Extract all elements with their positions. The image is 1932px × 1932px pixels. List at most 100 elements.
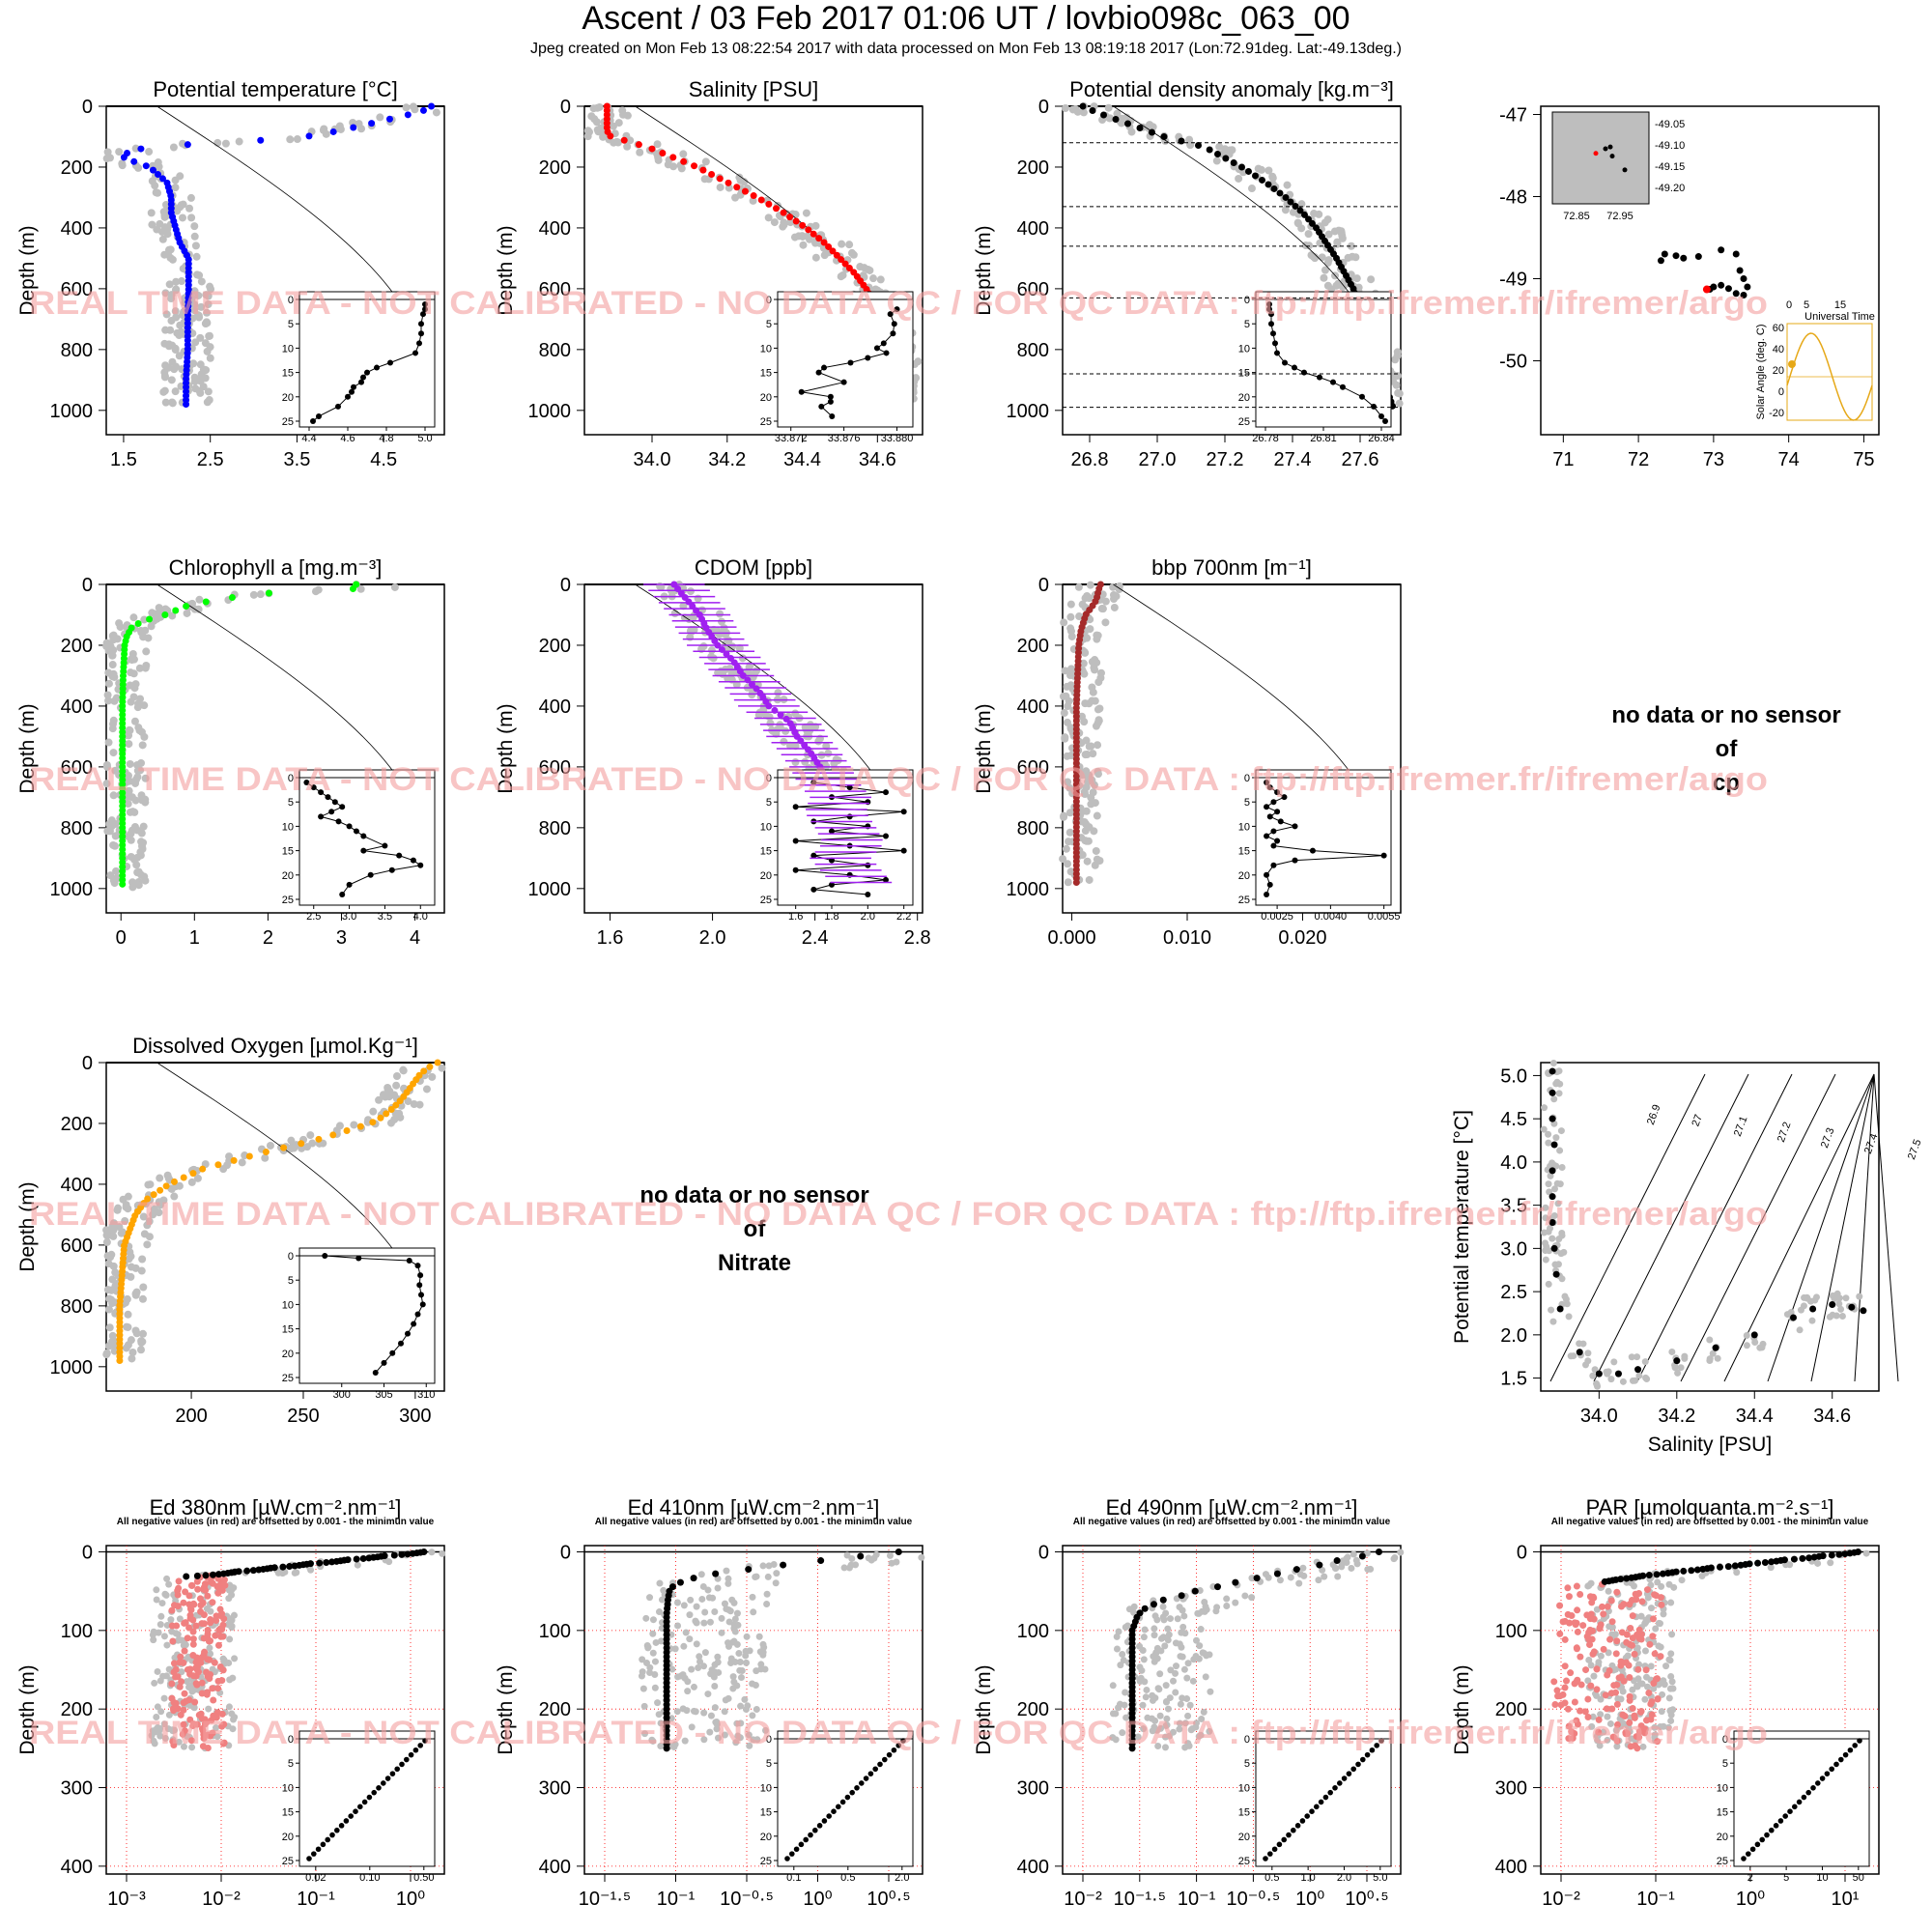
- profile-point: [130, 157, 138, 165]
- historical-point: [595, 102, 604, 111]
- inset-point: [1838, 1756, 1844, 1763]
- historical-point: [1101, 618, 1110, 627]
- historical-point: [191, 242, 200, 250]
- x-tick-label: 10⁻²: [1542, 1889, 1580, 1910]
- historical-point: [642, 1659, 650, 1666]
- inset-point: [1359, 393, 1365, 400]
- historical-point: [1324, 230, 1333, 239]
- historical-point: [168, 611, 177, 620]
- y-tick-label: 200: [1017, 157, 1049, 179]
- historical-point: [806, 235, 814, 243]
- x-tick-label: 72: [1628, 449, 1649, 470]
- isopycnal: [1549, 1073, 1706, 1382]
- historical-point: [824, 749, 833, 757]
- profile-point: [815, 235, 823, 242]
- inset-point: [1309, 847, 1316, 854]
- inset-y-label: 15: [760, 368, 772, 380]
- historical-point: [1065, 809, 1074, 817]
- historical-point: [640, 1702, 648, 1710]
- historical-point: [1064, 860, 1072, 868]
- y-axis-label: Depth (m): [495, 225, 517, 315]
- inset-point: [854, 1785, 860, 1791]
- historical-point: [145, 1233, 154, 1241]
- profile-point: [1270, 185, 1278, 192]
- historical-point: [131, 144, 140, 153]
- profile-point: [368, 120, 376, 128]
- y-tick-label: 600: [1017, 757, 1049, 779]
- historical-point: [773, 1570, 781, 1577]
- negative-point: [1564, 1705, 1572, 1713]
- historical-point: [614, 119, 623, 128]
- inset-y-label: 20: [1238, 870, 1250, 882]
- historical-point: [249, 590, 258, 599]
- negative-point: [1631, 1650, 1638, 1658]
- negative-point: [211, 1659, 218, 1666]
- y-tick-label: 400: [61, 218, 93, 240]
- historical-point: [109, 646, 118, 655]
- negative-point: [1584, 1695, 1592, 1703]
- historical-point: [149, 1210, 157, 1219]
- inset-point: [1787, 1808, 1793, 1814]
- x-tick-label: 0: [116, 927, 127, 949]
- inset-point: [372, 1369, 379, 1376]
- profile-point: [1089, 106, 1096, 114]
- x-tick-label: 26.8: [1071, 449, 1109, 470]
- historical-point: [1835, 1294, 1843, 1302]
- negative-point: [1568, 1612, 1576, 1620]
- historical-point: [306, 1131, 315, 1140]
- watermarks: REAL TIME DATA - NOT CALIBRATED - NO DAT…: [29, 285, 1768, 1751]
- profile-point: [1100, 111, 1107, 119]
- profile-point: [120, 154, 128, 161]
- historical-point: [701, 1649, 709, 1657]
- historical-point: [415, 1100, 424, 1109]
- inset-x-label: 310: [417, 1389, 435, 1401]
- historical-point: [1140, 1634, 1148, 1641]
- historical-point: [104, 668, 113, 677]
- profile-point: [1213, 1583, 1221, 1591]
- negative-point: [214, 1589, 222, 1597]
- inset-point: [1276, 1841, 1283, 1848]
- historical-point: [1397, 1548, 1405, 1556]
- profile-point: [1252, 172, 1259, 180]
- y-tick-label: 300: [61, 1778, 93, 1800]
- x-tick-label: 34.2: [1658, 1406, 1695, 1427]
- historical-point: [134, 724, 143, 732]
- historical-point: [1060, 709, 1068, 718]
- inset-point: [416, 340, 422, 347]
- x-tick-label: 200: [175, 1406, 207, 1427]
- historical-point: [138, 1329, 147, 1338]
- x-tick-label: 0.000: [1048, 927, 1096, 949]
- negative-point: [1596, 1625, 1604, 1633]
- historical-point: [109, 1232, 118, 1240]
- profile-point: [857, 1552, 865, 1560]
- inset-x-label: 300: [333, 1389, 351, 1401]
- y-tick-label: -50: [1499, 352, 1527, 373]
- inset-map-ylabel: -49.15: [1655, 161, 1685, 173]
- y-tick-label: 400: [539, 1857, 571, 1878]
- inset-y-label: 5: [1244, 797, 1250, 809]
- historical-point: [694, 594, 702, 603]
- inset-point: [1266, 301, 1272, 308]
- profile-point: [845, 264, 853, 271]
- panel-sal: Salinity [PSU]Depth (m)02004006008001000…: [495, 77, 923, 470]
- historical-point: [1556, 1180, 1564, 1188]
- x-tick-label: 34.4: [1736, 1406, 1774, 1427]
- inset-x-label: 0.5: [840, 1872, 855, 1884]
- historical-point: [1268, 174, 1277, 183]
- historical-point: [106, 1253, 115, 1262]
- historical-point: [791, 742, 800, 751]
- historical-point: [1584, 1357, 1592, 1365]
- profile-point: [1159, 1596, 1167, 1604]
- historical-point: [1156, 1670, 1164, 1678]
- inset-map-xlabel: 72.85: [1563, 211, 1590, 222]
- historical-point: [737, 1702, 745, 1710]
- inset-y-label: 5: [288, 797, 294, 809]
- inset-y-label: 5: [766, 319, 772, 330]
- historical-point: [811, 221, 820, 230]
- profile-point: [369, 1119, 377, 1126]
- inset-point: [1274, 789, 1281, 796]
- inset-point: [389, 1350, 396, 1356]
- x-tick-label: 10⁰: [396, 1889, 425, 1910]
